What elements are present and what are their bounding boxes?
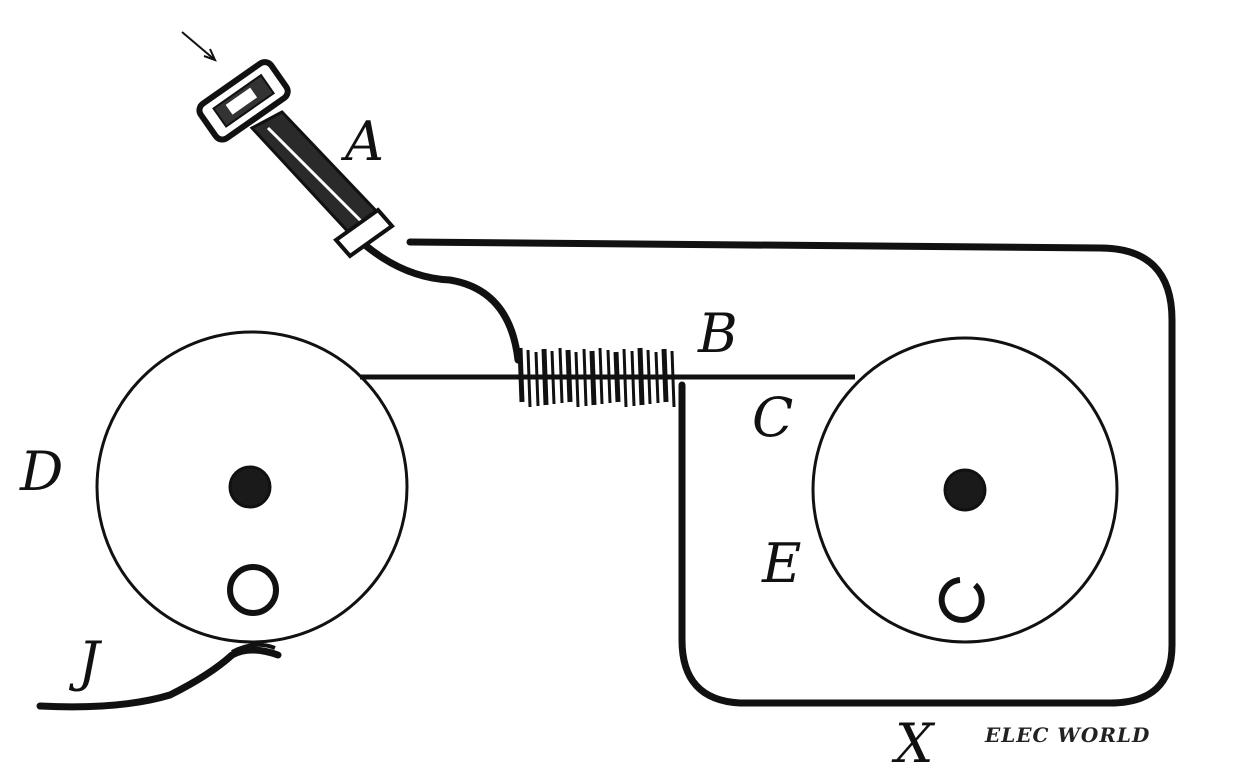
coil-winding: [565, 349, 573, 403]
instrument-a-collar: [333, 207, 395, 259]
coil-winding: [534, 351, 540, 407]
coil-winding: [526, 349, 532, 408]
coil-winding: [558, 347, 564, 404]
coil-winding: [646, 349, 652, 405]
wheel-d-pin: [227, 564, 279, 616]
lead-wire-x: [406, 238, 1176, 707]
wheel-d: [95, 330, 409, 644]
wheel-d-axle: [228, 465, 272, 509]
credit-text: ELEC WORLD: [984, 723, 1150, 747]
coil-winding: [622, 348, 628, 408]
coil-winding: [589, 350, 597, 406]
coil-winding: [574, 351, 580, 408]
label-x: X: [891, 712, 936, 772]
wheel-d-rim: [95, 330, 409, 644]
wheel-e: [811, 336, 1119, 644]
coil-winding: [654, 351, 660, 404]
label-a: A: [340, 110, 384, 173]
label-j: J: [68, 630, 103, 693]
coil-winding: [541, 348, 549, 406]
coil-winding: [582, 348, 588, 407]
coil-winding: [637, 347, 645, 406]
coil-winding: [630, 350, 636, 407]
label-b: B: [697, 302, 738, 365]
coil-winding: [661, 348, 669, 403]
coil-winding: [613, 351, 621, 403]
wheel-e-rim: [811, 336, 1119, 644]
coil-b: [517, 347, 676, 408]
wire-j: [36, 646, 282, 711]
coil-winding: [550, 350, 556, 405]
wheel-e-pin: [938, 577, 985, 623]
wheel-e-axle: [943, 468, 987, 512]
instrument-a: [181, 31, 395, 259]
label-e: E: [761, 532, 801, 595]
lead-wire-a: [361, 241, 522, 364]
pointer-arrow: [181, 31, 216, 61]
label-d: D: [19, 440, 63, 503]
coil-winding: [606, 349, 612, 404]
label-c: C: [752, 386, 793, 449]
coil-winding: [670, 350, 676, 408]
coil-winding: [598, 347, 604, 405]
